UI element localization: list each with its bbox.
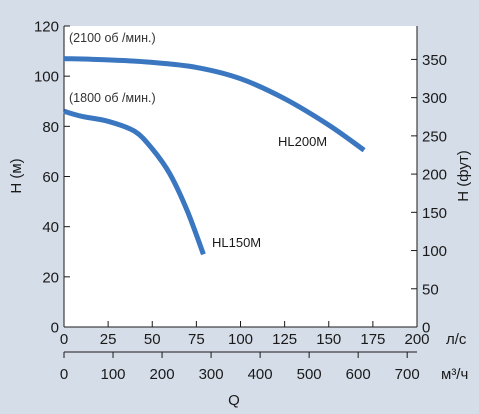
ls-tick-label: 100 [228, 331, 253, 348]
left-tick-label: 20 [42, 269, 59, 286]
m3h-tick-label: 300 [199, 366, 224, 383]
series-label-hl200m: HL200M [278, 134, 327, 149]
m3h-unit-label: м³/ч [441, 366, 468, 383]
ls-tick-label: 175 [360, 331, 385, 348]
left-tick-label: 40 [42, 219, 59, 236]
m3h-tick-label: 700 [395, 366, 420, 383]
series-label-hl150m: HL150M [212, 235, 261, 250]
right-tick-label: 250 [422, 128, 447, 145]
m3h-axis-ticks: 0 100 200 300 400 500 600 700 [60, 352, 420, 383]
m3h-tick-label: 0 [60, 366, 68, 383]
series-annotation-hl150m: (1800 об /мин.) [69, 91, 156, 105]
ls-tick-label: 75 [188, 331, 205, 348]
m3h-tick-label: 200 [150, 366, 175, 383]
right-tick-label: 50 [422, 281, 439, 298]
x-axis-title: Q [228, 392, 240, 409]
left-tick-label: 0 [51, 320, 59, 337]
ls-tick-label: 25 [100, 331, 117, 348]
right-axis-ticks: 0 50 100 150 200 250 300 350 [411, 52, 447, 337]
m3h-tick-label: 500 [297, 366, 322, 383]
left-tick-label: 120 [34, 19, 59, 36]
ls-tick-label: 125 [272, 331, 297, 348]
left-tick-label: 60 [42, 169, 59, 186]
ls-axis-ticks: 0 25 50 75 100 125 150 175 200 [60, 321, 430, 348]
ls-tick-label: 200 [404, 331, 429, 348]
series-group [63, 56, 366, 256]
m3h-tick-label: 400 [248, 366, 273, 383]
left-axis-title: H (м) [8, 158, 25, 193]
m3h-tick-label: 600 [346, 366, 371, 383]
right-tick-label: 150 [422, 205, 447, 222]
series-annotation-hl200m: (2100 об /мин.) [69, 31, 156, 45]
series-line-hl200m [63, 56, 366, 153]
ls-tick-label: 0 [60, 331, 68, 348]
m3h-tick-label: 100 [101, 366, 126, 383]
ls-tick-label: 50 [144, 331, 161, 348]
left-axis-ticks: 0 20 40 60 80 100 120 [34, 19, 70, 337]
left-tick-label: 80 [42, 119, 59, 136]
right-tick-label: 200 [422, 167, 447, 184]
right-tick-label: 100 [422, 243, 447, 260]
right-tick-label: 350 [422, 52, 447, 69]
left-tick-label: 100 [34, 69, 59, 86]
ls-unit-label: л/с [446, 331, 467, 348]
series-line-hl150m [63, 108, 206, 256]
right-axis-title: H (фут) [455, 150, 472, 202]
plot-area [64, 26, 417, 327]
right-tick-label: 0 [422, 320, 430, 337]
ls-tick-label: 150 [316, 331, 341, 348]
right-tick-label: 300 [422, 90, 447, 107]
